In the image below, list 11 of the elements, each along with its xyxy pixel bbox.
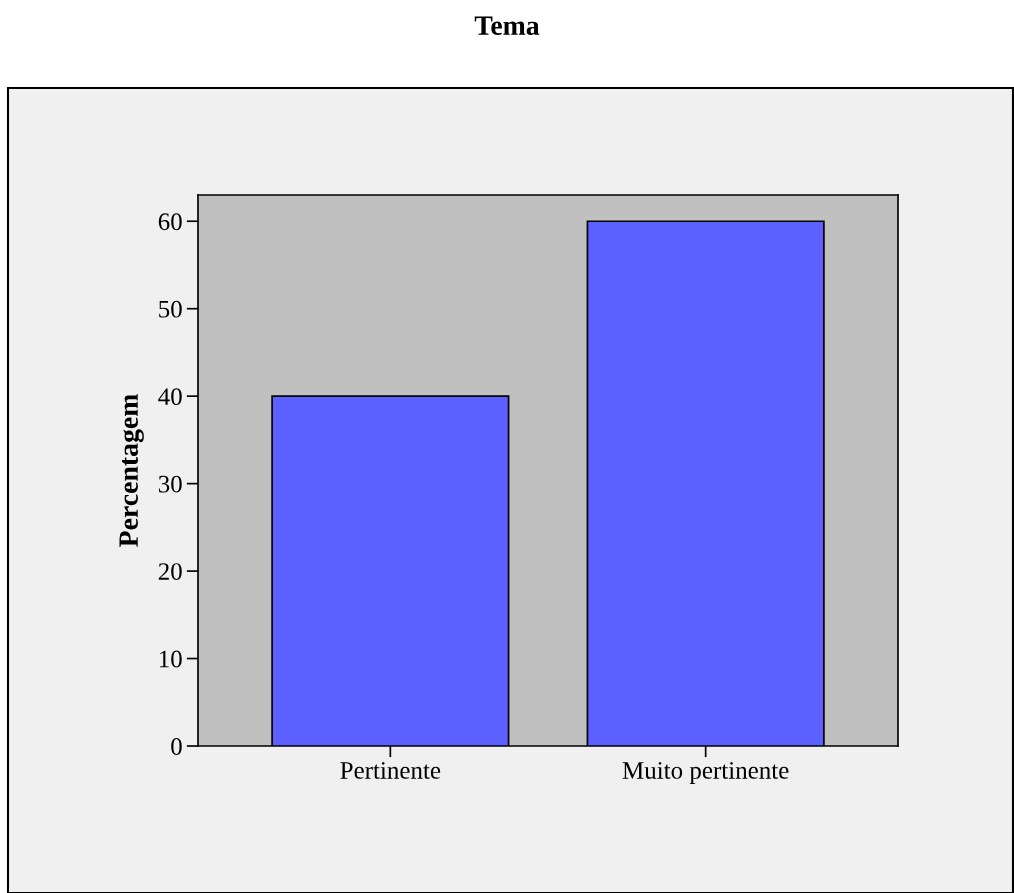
y-tick-label: 20 xyxy=(158,563,182,580)
x-tick-label: Muito pertinente xyxy=(622,762,789,784)
y-tick-label: 50 xyxy=(159,300,182,318)
y-tick-label: 40 xyxy=(158,388,182,406)
y-tick-label: 30 xyxy=(158,475,182,493)
y-axis-title: Percentagem xyxy=(119,394,144,547)
y-tick-label: 0 xyxy=(171,738,182,755)
chart-title: Tema xyxy=(474,16,540,35)
y-tick-label: 60 xyxy=(158,213,182,231)
y-tick-label: 10 xyxy=(159,650,182,668)
x-tick-label: Pertinente xyxy=(340,762,441,779)
